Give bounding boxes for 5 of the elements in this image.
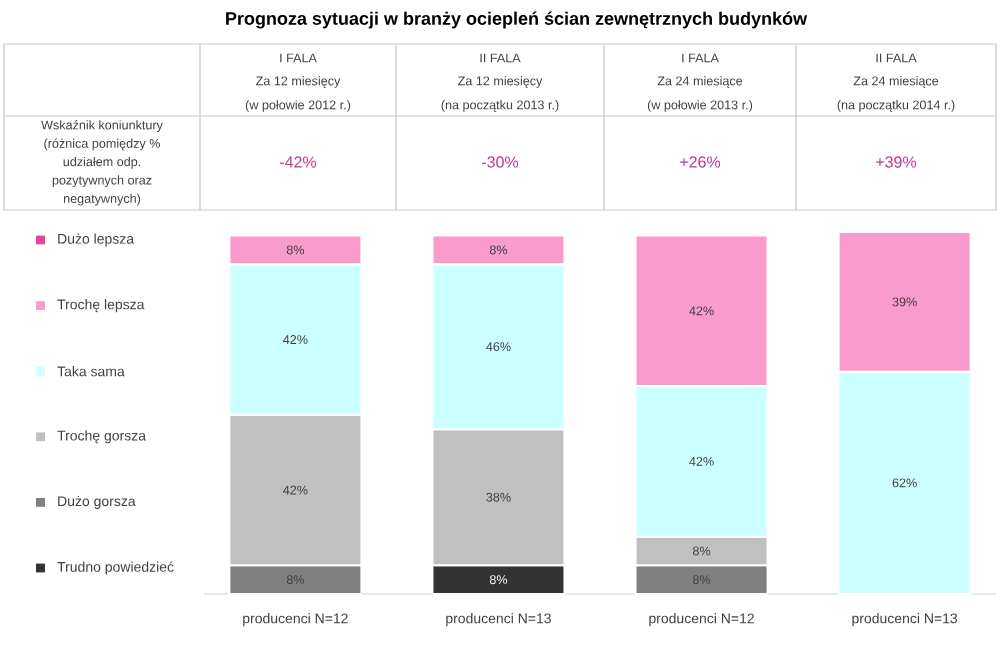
- text: -42%: [280, 156, 317, 168]
- text: +39%: [876, 156, 917, 168]
- chart-title: Prognoza sytuacji w branży ociepleń ścian zewnętrznych budynków: [226, 11, 808, 29]
- text: +26%: [680, 156, 721, 168]
- text: -30%: [482, 156, 519, 168]
